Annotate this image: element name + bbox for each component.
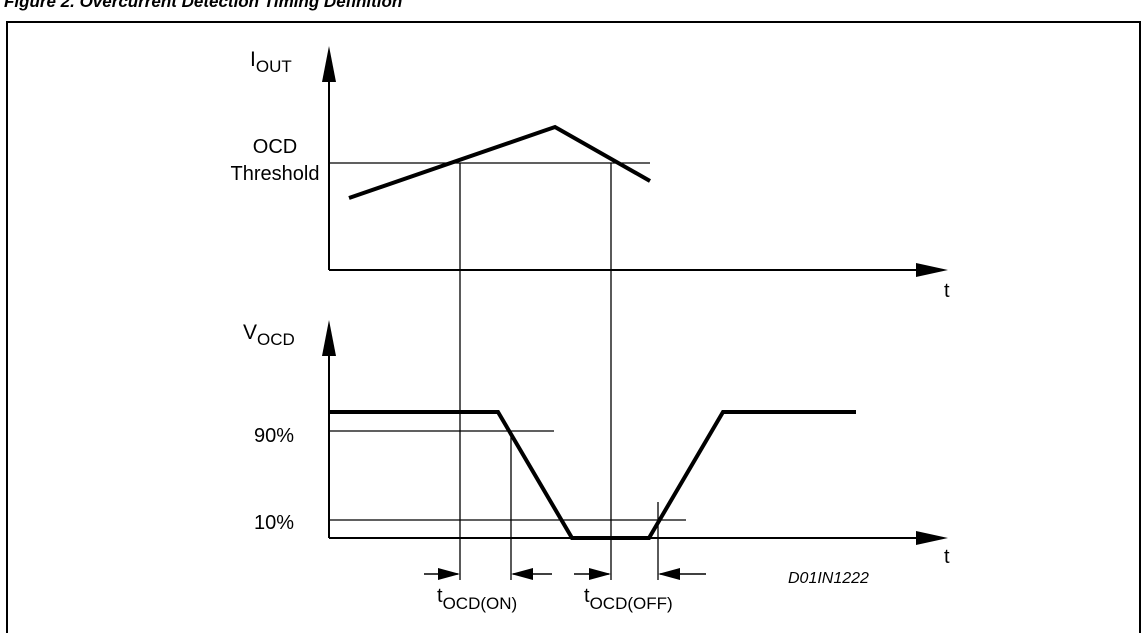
figure-title: Figure 2. Overcurrent Detection Timing D… — [4, 0, 403, 11]
vocd-y-label: VOCD — [243, 321, 295, 349]
diagram-frame — [6, 21, 1141, 633]
iout-current-waveform — [348, 124, 651, 200]
ocd-off-dim-left-arrowhead — [589, 568, 611, 580]
iout-x-label: t — [944, 280, 950, 302]
vocd-x-label: t — [944, 546, 950, 568]
iout-y-axis-arrowhead — [322, 46, 336, 82]
iout-y-label: IOUT — [250, 48, 292, 76]
tocd-on-label: tOCD(ON) — [437, 585, 517, 613]
ocd-on-dim-left-arrowhead — [438, 568, 460, 580]
vocd-voltage-waveform — [329, 410, 856, 540]
tocd-off-label: tOCD(OFF) — [584, 585, 673, 613]
vocd-y-axis-arrowhead — [322, 320, 336, 356]
threshold-label-line1: OCD — [253, 136, 297, 158]
vocd-x-axis-arrowhead — [916, 531, 948, 545]
level-90-label: 90% — [254, 425, 294, 447]
ocd-off-dim-right-arrowhead — [658, 568, 680, 580]
drawing-code: D01IN1222 — [788, 570, 869, 587]
threshold-label-line2: Threshold — [231, 163, 320, 185]
level-10-label: 10% — [254, 512, 294, 534]
ocd-on-dim-right-arrowhead — [511, 568, 533, 580]
iout-x-axis-arrowhead — [916, 263, 948, 277]
